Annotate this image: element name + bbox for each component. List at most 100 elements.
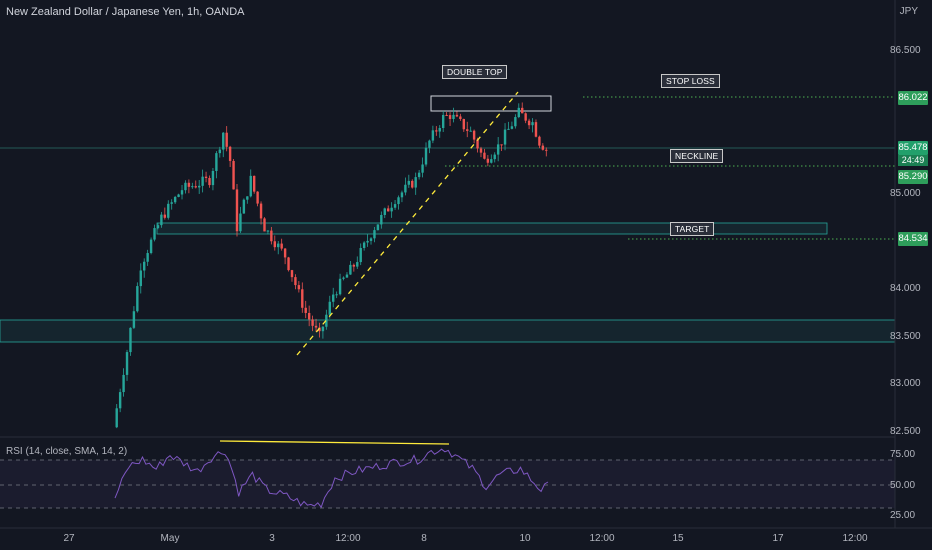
- candle-body: [167, 203, 170, 218]
- price-tick: 82.500: [890, 426, 921, 437]
- candle-body: [438, 127, 441, 132]
- double-top-label[interactable]: DOUBLE TOP: [442, 65, 508, 79]
- candle-body: [342, 277, 345, 279]
- candle-body: [338, 278, 342, 295]
- candle-body: [376, 224, 380, 231]
- candle-body: [524, 113, 527, 121]
- candle-body: [208, 178, 211, 186]
- candle-body: [538, 136, 541, 146]
- candle-body: [417, 172, 421, 178]
- neckline-label[interactable]: NECKLINE: [670, 149, 724, 163]
- candle-body: [545, 149, 548, 151]
- bar-countdown: 24:49: [898, 155, 928, 166]
- rsi-tick: 25.00: [890, 510, 916, 521]
- candle-body: [290, 270, 294, 278]
- double-top-box[interactable]: [430, 95, 552, 112]
- candle-body: [314, 325, 318, 328]
- price-tick: 85.000: [890, 188, 921, 199]
- candle-body: [132, 311, 136, 328]
- candle-body: [194, 186, 197, 188]
- candle-body: [197, 185, 201, 188]
- candle-body: [424, 147, 428, 165]
- candle-body: [325, 314, 328, 327]
- rsi-divergence-line[interactable]: [219, 440, 450, 445]
- candle-body: [125, 352, 129, 375]
- candle-body: [136, 286, 139, 312]
- candle-body: [149, 239, 153, 254]
- chart-title[interactable]: New Zealand Dollar / Japanese Yen, 1h, O…: [6, 6, 245, 18]
- candle-body: [228, 146, 232, 161]
- candle-body: [352, 264, 356, 267]
- candle-body: [328, 301, 331, 315]
- candlestick-series: [115, 102, 548, 429]
- candle-body: [280, 243, 283, 249]
- candle-body: [332, 294, 335, 302]
- candle-body: [318, 327, 321, 332]
- candle-body: [514, 117, 517, 127]
- candle-body: [249, 175, 252, 197]
- candle-body: [527, 120, 531, 126]
- candle-body: [466, 129, 469, 131]
- stop-loss-label[interactable]: STOP LOSS: [661, 74, 720, 88]
- candle-body: [235, 189, 239, 232]
- candle-body: [266, 230, 270, 232]
- candle-body: [445, 114, 448, 116]
- candle-body: [345, 274, 349, 278]
- candle-body: [201, 176, 204, 186]
- candle-body: [500, 144, 503, 146]
- target-price-tag: 84.534: [898, 232, 928, 246]
- candle-body: [139, 270, 142, 287]
- candle-body: [222, 132, 225, 150]
- rsi-tick: 50.00: [890, 480, 916, 491]
- candle-body: [232, 160, 235, 190]
- time-tick: 12:00: [842, 533, 868, 544]
- rsi-title[interactable]: RSI (14, close, SMA, 14, 2): [6, 446, 128, 457]
- rsi-band: [0, 460, 895, 508]
- candle-body: [421, 164, 424, 173]
- rsi-line: [114, 448, 549, 509]
- current-price-tag: 85.478: [898, 141, 928, 155]
- candle-body: [297, 285, 301, 290]
- candle-body: [177, 194, 180, 197]
- candle-body: [215, 153, 218, 171]
- candle-body: [435, 130, 438, 132]
- candle-body: [277, 243, 280, 248]
- rsi-tick: 75.00: [890, 449, 916, 460]
- candle-body: [510, 126, 514, 129]
- trendline[interactable]: [296, 91, 519, 356]
- candle-body: [531, 122, 534, 126]
- candle-body: [462, 119, 466, 130]
- candle-body: [459, 116, 462, 120]
- candle-body: [534, 122, 538, 137]
- candle-body: [411, 180, 414, 188]
- time-tick: 12:00: [589, 533, 615, 544]
- candle-body: [390, 207, 393, 212]
- time-tick: 15: [672, 533, 684, 544]
- candle-body: [407, 180, 411, 185]
- target-zone[interactable]: [156, 222, 828, 235]
- candle-body: [448, 115, 452, 119]
- candle-body: [486, 158, 490, 163]
- candle-body: [503, 129, 507, 145]
- candle-body: [479, 148, 483, 153]
- time-tick: 27: [63, 533, 75, 544]
- candle-body: [311, 319, 314, 326]
- candle-body: [356, 262, 359, 267]
- candle-body: [369, 238, 373, 241]
- candle-body: [256, 191, 259, 204]
- candle-body: [366, 240, 369, 243]
- candle-body: [397, 197, 400, 205]
- candle-body: [400, 192, 404, 198]
- time-tick: 8: [421, 533, 427, 544]
- price-tick: 83.500: [890, 331, 921, 342]
- neckline-price-tag: 85.290: [898, 170, 928, 184]
- candle-body: [431, 130, 435, 141]
- candle-body: [239, 213, 242, 232]
- price-tick: 86.500: [890, 45, 921, 56]
- price-tick: 83.000: [890, 378, 921, 389]
- target-label[interactable]: TARGET: [670, 222, 715, 236]
- time-tick: 17: [772, 533, 784, 544]
- candle-body: [541, 145, 545, 150]
